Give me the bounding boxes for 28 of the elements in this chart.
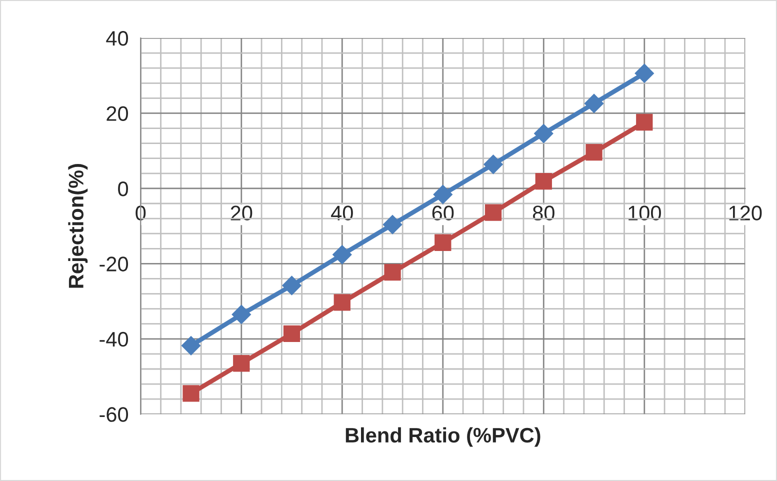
y-tick-label: 0 [118, 181, 128, 196]
y-tick-label: -60 [100, 407, 128, 422]
point [433, 184, 452, 204]
point [535, 172, 552, 190]
point [484, 154, 503, 174]
point [484, 204, 502, 221]
y-tick-label: -40 [100, 332, 128, 347]
point [634, 64, 654, 83]
y-tick-label: -20 [100, 256, 128, 272]
point [534, 124, 554, 144]
point [233, 355, 250, 372]
point [584, 94, 604, 113]
x-axis-title: Blend Ratio (%PVC) [346, 427, 540, 447]
point [334, 294, 350, 311]
point [182, 385, 200, 402]
point [586, 144, 602, 161]
point [181, 336, 201, 356]
point [384, 264, 401, 281]
y-tick-label: 20 [106, 106, 128, 121]
point [332, 245, 352, 264]
point [283, 325, 300, 342]
y-axis-title: Rejection(%) [68, 164, 88, 288]
point [232, 304, 251, 324]
point [282, 276, 302, 296]
y-tick-label: 40 [106, 31, 128, 46]
point [382, 215, 402, 234]
point [434, 234, 452, 251]
point [636, 114, 653, 131]
